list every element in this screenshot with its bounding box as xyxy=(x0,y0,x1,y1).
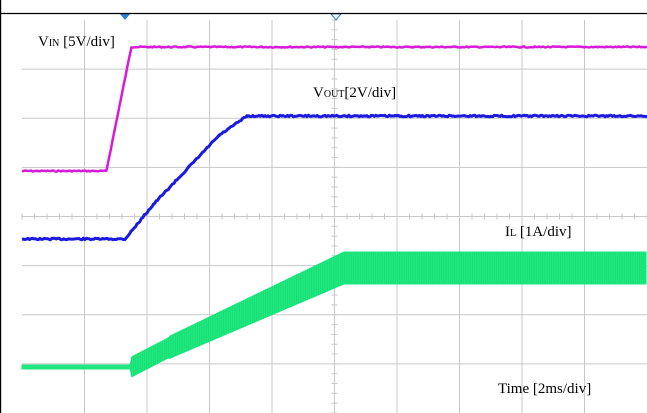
traces xyxy=(21,45,647,378)
vin-trace xyxy=(21,45,647,173)
il-trace xyxy=(21,251,647,378)
il-label: IL [1A/div] xyxy=(505,224,572,240)
vout-label: VOUT[2V/div] xyxy=(313,85,396,101)
vin-label: VIN [5V/div] xyxy=(38,34,115,50)
time-label: Time [2ms/div] xyxy=(498,381,591,397)
il-ripple xyxy=(131,252,647,377)
trigger-marker xyxy=(120,14,130,20)
vout-trace xyxy=(21,113,647,242)
